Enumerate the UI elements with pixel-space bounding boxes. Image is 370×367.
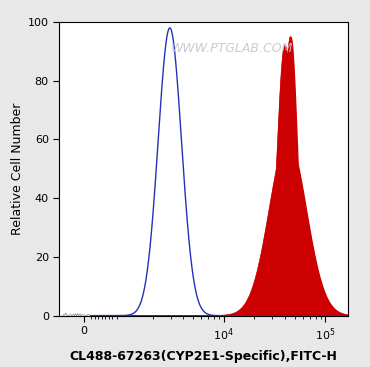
X-axis label: CL488-67263(CYP2E1-Specific),FITC-H: CL488-67263(CYP2E1-Specific),FITC-H xyxy=(70,350,337,363)
Y-axis label: Relative Cell Number: Relative Cell Number xyxy=(11,103,24,235)
Text: WWW.PTGLAB.COM: WWW.PTGLAB.COM xyxy=(171,42,293,55)
